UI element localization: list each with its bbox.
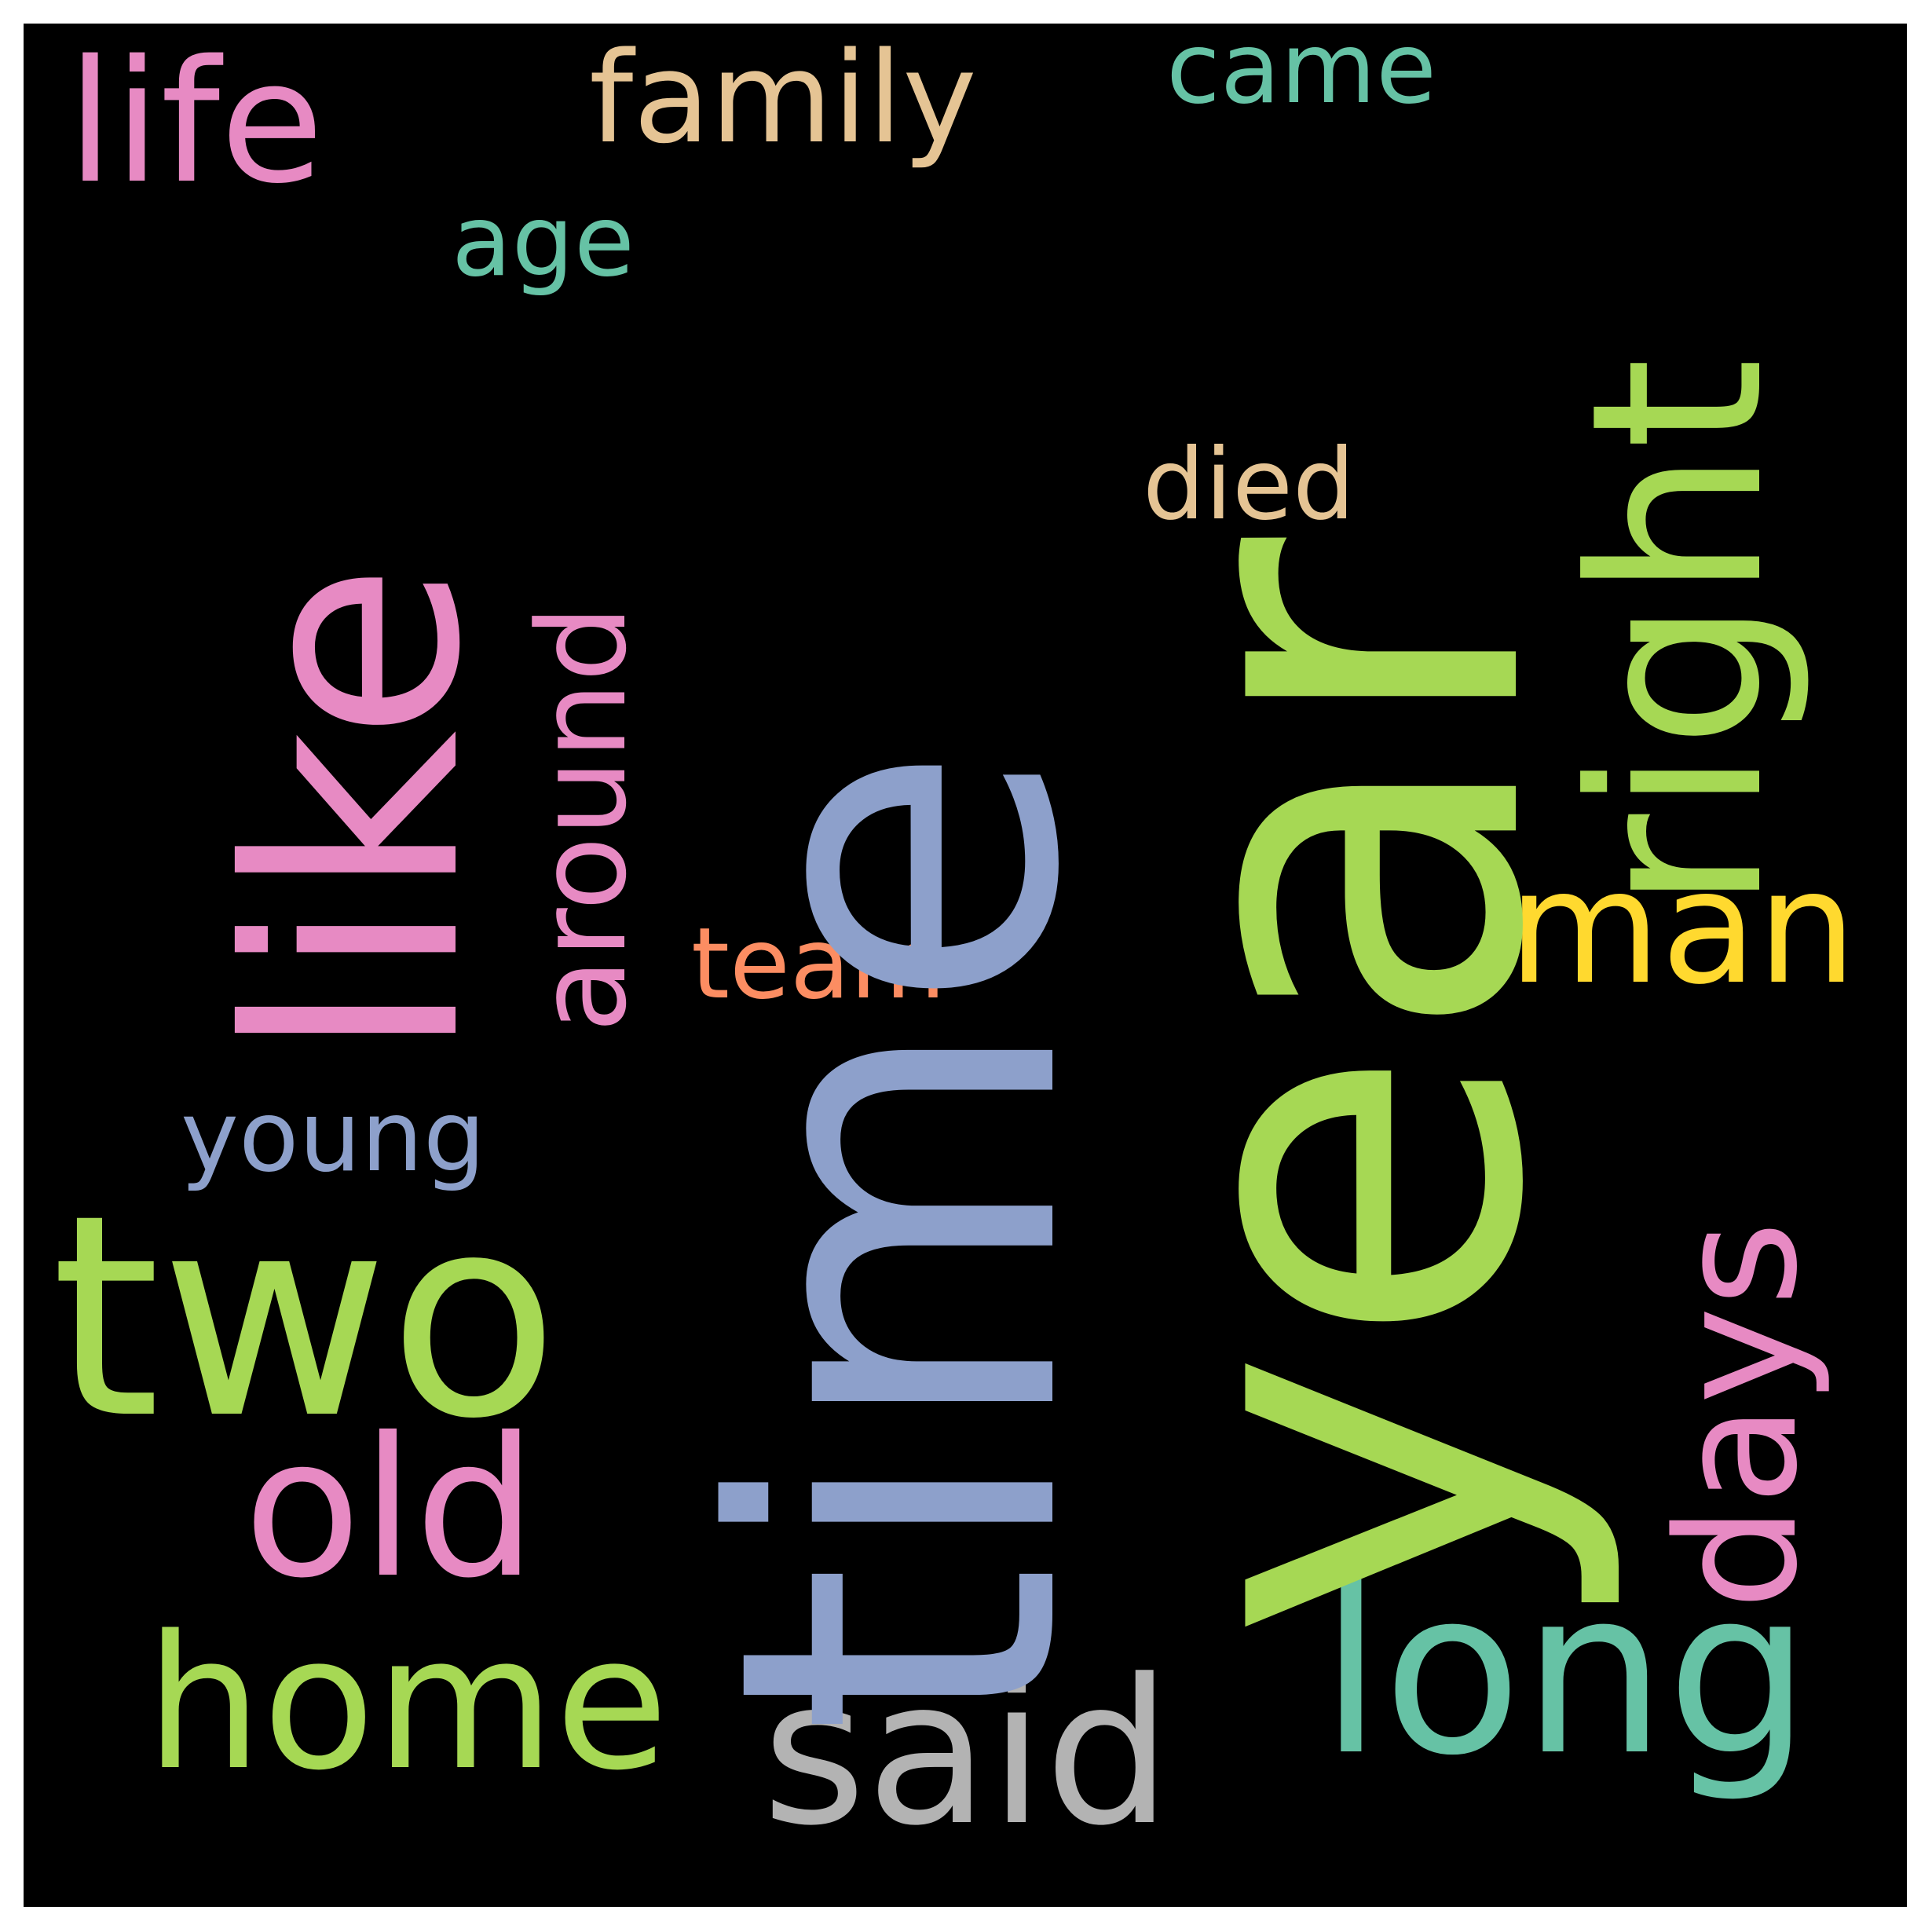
word-family: family <box>589 24 977 171</box>
word-age: age <box>452 185 635 298</box>
word-cloud-canvas: life family came age died man team young… <box>51 24 1857 1870</box>
word-team: team <box>691 907 946 1021</box>
word-young: young <box>181 1080 485 1194</box>
word-two: two <box>51 1154 559 1480</box>
word-came: came <box>1166 24 1436 126</box>
word-died: died <box>1143 428 1355 542</box>
word-man: man <box>1508 836 1857 1019</box>
word-long: long <box>1319 1541 1811 1806</box>
word-right: right <box>1541 357 1815 911</box>
word-around: around <box>511 605 653 1033</box>
word-home: home <box>145 1597 668 1811</box>
word-like: like <box>187 562 525 1060</box>
word-life: life <box>67 24 324 221</box>
word-cloud: life family came age died man team young… <box>24 24 1907 1907</box>
word-days: days <box>1641 1220 1834 1610</box>
word-time: time <box>645 742 1157 1736</box>
word-said: said <box>762 1637 1172 1870</box>
word-year: year <box>1056 532 1633 1641</box>
word-old: old <box>243 1396 536 1620</box>
